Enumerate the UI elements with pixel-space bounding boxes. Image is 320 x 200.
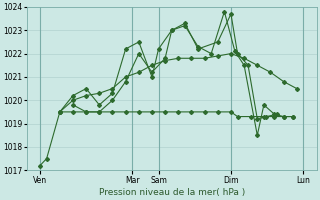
X-axis label: Pression niveau de la mer( hPa ): Pression niveau de la mer( hPa ) [99,188,245,197]
